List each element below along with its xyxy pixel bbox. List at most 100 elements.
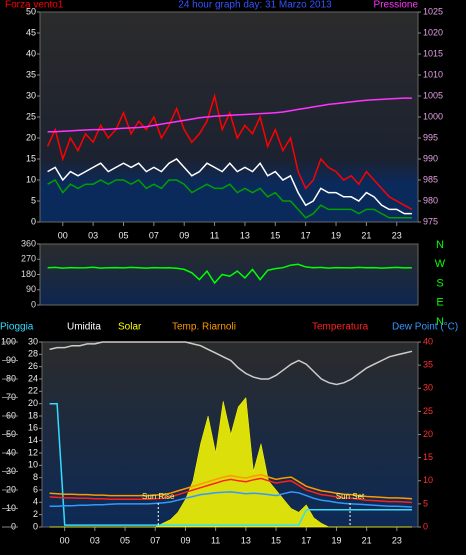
y2-tick-label: 35 [423,360,433,370]
x-tick-label: 15 [270,230,280,240]
x-tick-label: 11 [211,535,220,545]
y2-tick-label: 0 [423,521,428,531]
series-line [47,158,412,215]
annotation: Sun Set [336,492,365,501]
y2-tick-label: 40 [423,336,433,346]
y-tick-label: 25 [26,111,36,121]
x-tick-label: 17 [301,535,311,545]
y-tick-label: 40 [26,48,36,58]
x-tick-label: 00 [58,230,68,240]
y2-tick-label: 15 [423,452,433,462]
legend-label: Umidita [67,322,101,333]
y3-tick-label: 10 [28,460,38,470]
y2-tick-label: 1000 [423,111,443,121]
y-tick-label: 20 [26,132,36,142]
y2-tick-label: 30 [423,383,433,393]
x-tick-label: 21 [362,535,372,545]
y2-tick-label: 990 [423,153,438,163]
x-tick-label: 13 [240,230,250,240]
x-tick-label: 05 [118,230,128,240]
plot-area [39,11,419,223]
y-tick-label: 10 [26,174,36,184]
series-line [49,491,413,508]
x-tick-label: 15 [271,535,281,545]
series-line [49,341,413,386]
y-tick-label: 0 [31,299,36,309]
y3-tick-label: 16 [28,423,38,433]
y-tick-label: 30 [6,466,16,476]
y-tick-label: 0 [31,216,36,226]
legend-label: Dew Point (°C) [392,322,458,333]
x-tick-label: 23 [392,535,402,545]
legend-label: Temp. Riarnoli [172,322,236,333]
series-line [46,93,413,211]
legend-label: Temperatura [312,322,369,333]
x-tick-label: 13 [241,535,251,545]
y3-tick-label: 24 [28,373,38,383]
y2-tick-label: 20 [423,429,433,439]
legend-label: Pressione [374,0,419,11]
y2-tick-label: W [435,258,446,270]
y2-tick-label: E [436,297,443,309]
series-line [47,263,412,285]
y2-tick-label: 25 [423,406,433,416]
y3-tick-label: 30 [28,336,38,346]
x-tick-label: 23 [392,230,402,240]
x-tick-label: 09 [180,535,190,545]
x-tick-label: 19 [331,230,341,240]
y3-tick-label: 20 [28,398,38,408]
y3-tick-label: 26 [28,361,38,371]
y-tick-label: 60 [6,410,16,420]
y-tick-label: 35 [26,69,36,79]
y-tick-label: 70 [6,392,16,402]
y3-tick-label: 8 [33,472,38,482]
y3-tick-label: 4 [33,497,38,507]
y2-tick-label: 985 [423,174,438,184]
x-tick-label: 03 [88,230,98,240]
y2-tick-label: 1005 [423,90,443,100]
y-tick-label: 30 [26,90,36,100]
y-tick-label: 180 [21,269,36,279]
y-tick-label: 360 [21,238,36,248]
y-tick-label: 270 [21,254,36,264]
y-tick-label: 0 [11,521,16,531]
y2-tick-label: N [436,316,444,328]
y-tick-label: 90 [26,284,36,294]
y-tick-label: 100 [1,336,16,346]
chart-title: 24 hour graph day: 31 Marzo 2013 [178,0,332,11]
y3-tick-label: 14 [28,435,38,445]
x-tick-label: 19 [331,535,341,545]
y2-tick-label: 1020 [423,27,443,37]
legend-label: Forza vento1 [5,0,64,11]
y-tick-label: 10 [6,503,16,513]
y-tick-label: 40 [6,447,16,457]
series-line [47,178,412,219]
x-tick-label: 07 [149,230,159,240]
y2-tick-label: 1025 [423,6,443,16]
y3-tick-label: 22 [28,386,38,396]
x-tick-label: 11 [210,230,219,240]
y3-tick-label: 12 [28,447,38,457]
y2-tick-label: N [436,239,444,251]
series-line [49,477,413,504]
legend-label: Solar [118,322,142,333]
y2-tick-label: 980 [423,195,438,205]
y-tick-label: 50 [6,429,16,439]
y2-tick-label: S [436,277,443,289]
annotation: Sun Rise [142,492,175,501]
y3-tick-label: 18 [28,410,38,420]
x-tick-label: 09 [179,230,189,240]
y2-tick-label: 995 [423,132,438,142]
y2-tick-label: 1010 [423,69,443,79]
y-tick-label: 20 [6,484,16,494]
y3-tick-label: 28 [28,349,38,359]
series-line [49,473,413,500]
series-line [49,402,412,526]
y-tick-label: 50 [26,6,36,16]
y2-tick-label: 1015 [423,48,443,58]
y-tick-label: 15 [26,153,36,163]
y3-tick-label: 0 [33,521,38,531]
x-tick-label: 21 [361,230,371,240]
y2-tick-label: 10 [423,475,433,485]
